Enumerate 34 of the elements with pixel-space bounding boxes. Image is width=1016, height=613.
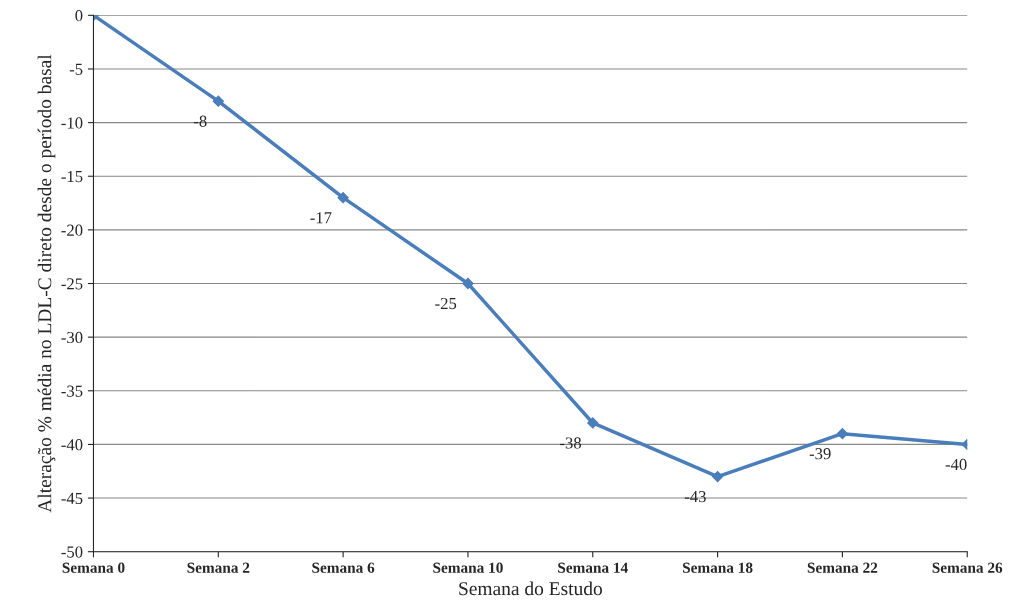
x-tick-label: Semana 2 xyxy=(187,562,250,573)
y-tick-label: -35 xyxy=(61,385,83,397)
y-tick-label: -25 xyxy=(61,278,83,290)
point xyxy=(337,192,349,204)
x-tick-label: Semana 22 xyxy=(807,562,878,573)
x-tick-label: Semana 6 xyxy=(312,562,375,573)
x-tick-label: Semana 10 xyxy=(433,562,503,573)
y-tick-label: -45 xyxy=(61,492,83,505)
text: -40 xyxy=(945,458,967,471)
point xyxy=(587,417,599,429)
y-tick-label: -50 xyxy=(61,546,83,558)
point xyxy=(462,277,474,290)
y-axis-title: Alteração % média no LDL-C direto desde o período basal xyxy=(37,54,56,513)
y-tick-label: -5 xyxy=(69,63,83,75)
y-tick-label: -30 xyxy=(61,331,83,344)
x-tick-label: Semana 26 xyxy=(932,562,1003,573)
point xyxy=(836,428,849,440)
x-tick-label: Semana 0 xyxy=(62,562,125,573)
y-tick-label: -15 xyxy=(61,171,83,183)
point xyxy=(711,471,724,483)
text: -43 xyxy=(684,491,706,503)
y-tick-label: 0 xyxy=(75,10,83,22)
text: -8 xyxy=(193,115,207,127)
text: -38 xyxy=(560,437,582,449)
x-axis-title: Semana do Estudo xyxy=(459,581,602,596)
x-tick-label: Semana 14 xyxy=(558,562,628,573)
x-tick-label: Semana 18 xyxy=(682,562,753,573)
point xyxy=(212,95,224,107)
text: -39 xyxy=(809,448,831,460)
y-tick-label: -10 xyxy=(61,117,83,129)
y-tick-label: -40 xyxy=(61,439,83,451)
text: -17 xyxy=(310,212,332,224)
y-tick-label: -20 xyxy=(61,224,83,236)
text: -25 xyxy=(435,297,457,310)
